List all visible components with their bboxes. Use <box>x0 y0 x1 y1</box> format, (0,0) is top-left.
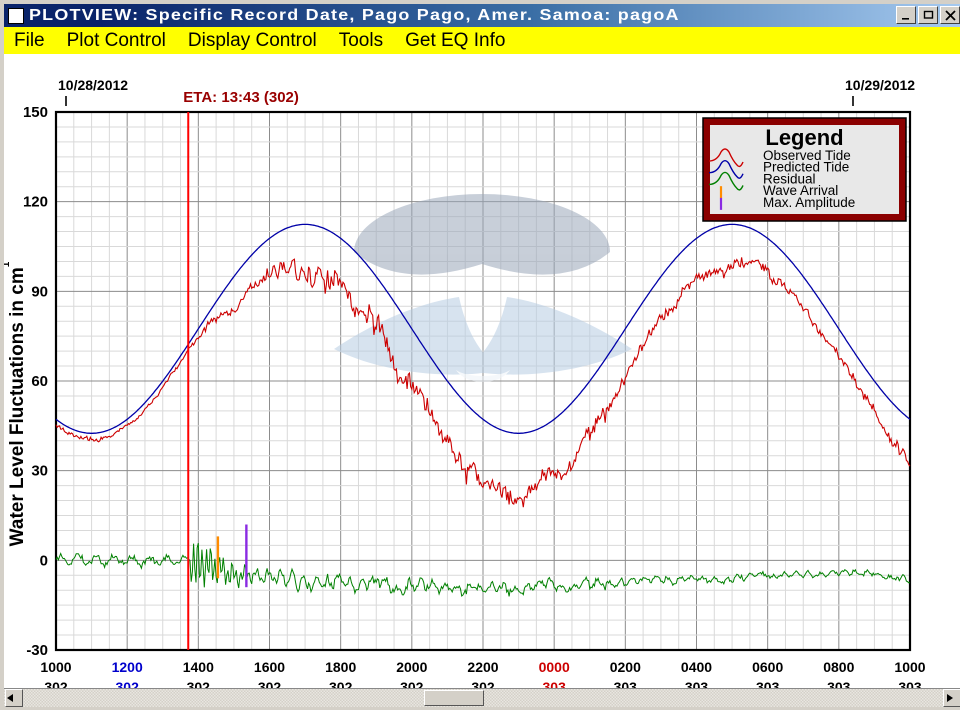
svg-text:302: 302 <box>471 679 495 688</box>
svg-text:0000: 0000 <box>539 659 570 675</box>
svg-text:1600: 1600 <box>254 659 285 675</box>
svg-text:302: 302 <box>258 679 282 688</box>
svg-text:303: 303 <box>614 679 638 688</box>
svg-text:1000: 1000 <box>894 659 925 675</box>
svg-text:302: 302 <box>400 679 424 688</box>
svg-text:10/29/2012: 10/29/2012 <box>845 77 915 93</box>
svg-text:303: 303 <box>898 679 922 688</box>
svg-text:Max. Amplitude: Max. Amplitude <box>763 195 855 210</box>
svg-text:302: 302 <box>329 679 353 688</box>
svg-text:1200: 1200 <box>112 659 143 675</box>
svg-text:90: 90 <box>31 283 48 300</box>
svg-text:1800: 1800 <box>325 659 356 675</box>
svg-text:150: 150 <box>23 104 48 121</box>
svg-text:Legend: Legend <box>765 125 843 150</box>
svg-text:302: 302 <box>44 679 68 688</box>
svg-text:10/28/2012: 10/28/2012 <box>58 77 128 93</box>
svg-text:60: 60 <box>31 373 48 390</box>
svg-text:0800: 0800 <box>823 659 854 675</box>
svg-text:303: 303 <box>756 679 780 688</box>
svg-text:0200: 0200 <box>610 659 641 675</box>
svg-text:303: 303 <box>827 679 851 688</box>
svg-text:303: 303 <box>543 679 567 688</box>
svg-text:30: 30 <box>31 463 48 480</box>
svg-text:1000: 1000 <box>40 659 71 675</box>
svg-text:2200: 2200 <box>467 659 498 675</box>
svg-text:-30: -30 <box>26 642 48 659</box>
svg-text:120: 120 <box>23 194 48 211</box>
svg-text:1400: 1400 <box>183 659 214 675</box>
svg-text:302: 302 <box>187 679 211 688</box>
svg-text:302: 302 <box>116 679 140 688</box>
svg-text:0400: 0400 <box>681 659 712 675</box>
svg-text:ETA: 13:43 (302): ETA: 13:43 (302) <box>183 89 299 106</box>
svg-text:0600: 0600 <box>752 659 783 675</box>
svg-text:2000: 2000 <box>396 659 427 675</box>
svg-text:0: 0 <box>40 552 48 569</box>
svg-text:303: 303 <box>685 679 709 688</box>
